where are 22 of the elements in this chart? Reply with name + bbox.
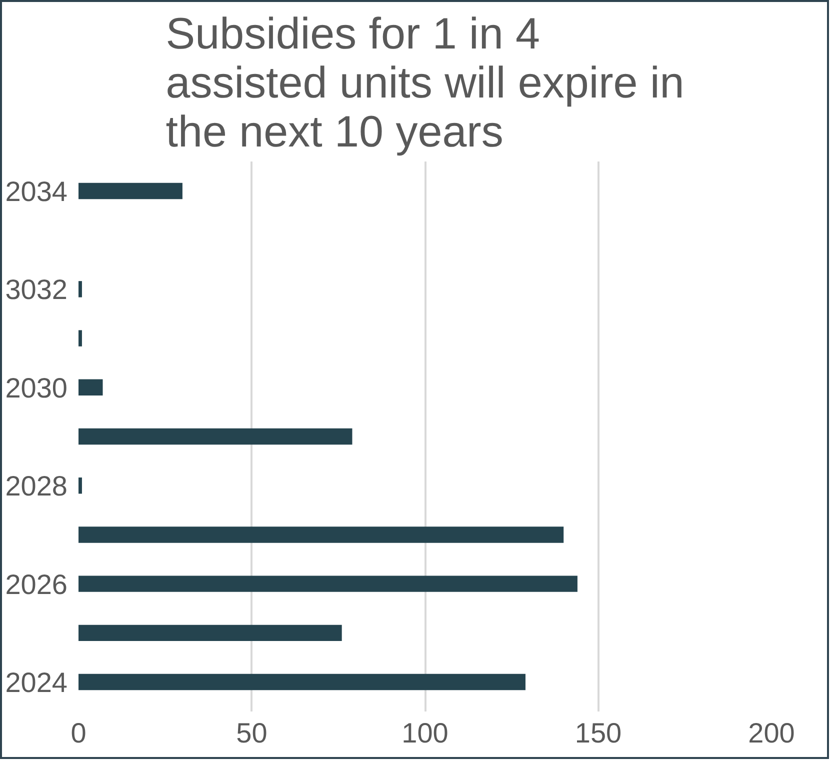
bar (78, 379, 103, 396)
chart-title: Subsidies for 1 in 4 assisted units will expire in the next 10 years (166, 10, 684, 156)
bar (78, 478, 82, 494)
bar (78, 674, 526, 690)
bar (78, 330, 82, 346)
y-tick-label: 2026 (5, 568, 68, 600)
x-tick-label: 150 (574, 718, 622, 748)
y-tick-label: 3032 (5, 274, 68, 306)
bar (78, 428, 352, 445)
bar (78, 182, 182, 200)
x-tick-label: 200 (748, 718, 795, 748)
bar (78, 281, 82, 298)
x-tick-label: 50 (236, 718, 268, 748)
y-tick-label: 2030 (5, 372, 68, 404)
x-tick-label: 100 (402, 718, 448, 748)
y-tick-label: 2028 (5, 470, 68, 502)
bar (78, 526, 564, 543)
bar (78, 624, 342, 642)
x-tick-label: 0 (70, 718, 86, 748)
y-tick-label: 2034 (5, 176, 68, 207)
y-tick-label: 2024 (5, 667, 68, 698)
bar (78, 576, 578, 592)
